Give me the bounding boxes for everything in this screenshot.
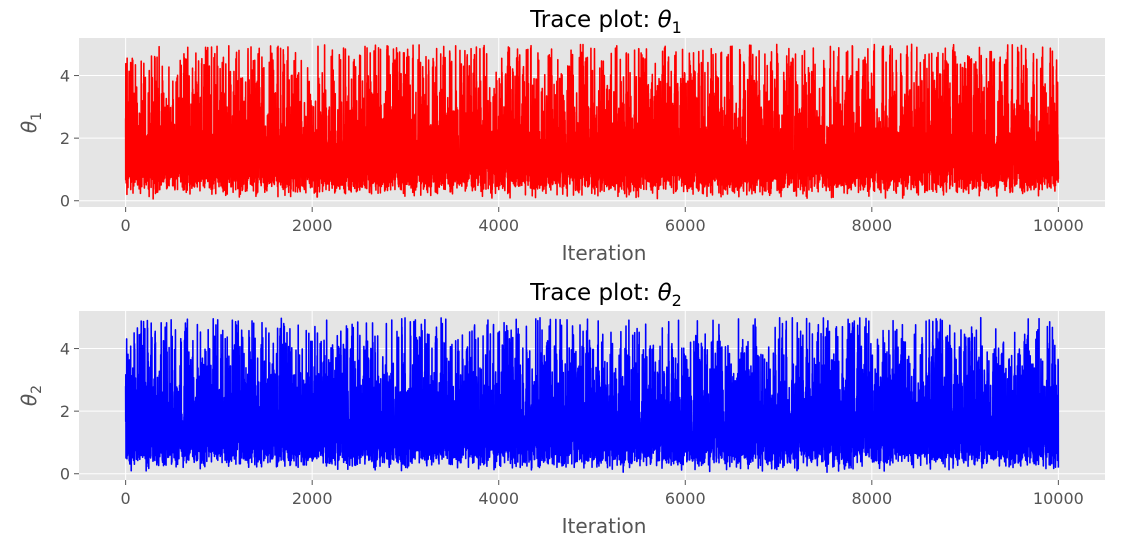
x-tick-label: 10000 <box>1033 216 1084 235</box>
chart-title-subscript: 2 <box>672 291 682 310</box>
x-tick-label: 4000 <box>478 216 519 235</box>
x-tick-label: 6000 <box>665 216 706 235</box>
chart-title: Trace plot: θ1 <box>529 7 682 37</box>
x-tick-label: 2000 <box>292 216 333 235</box>
x-tick-label: 2000 <box>292 489 333 508</box>
subplot-1: 0 2000 4000 6000 8000 10000024Iterationθ1Trac… <box>17 7 1105 265</box>
chart-title-symbol: θ <box>658 280 672 306</box>
x-tick-label: 0 <box>121 216 131 235</box>
y-axis-label: θ2 <box>17 385 45 406</box>
chart-title-subscript: 1 <box>672 18 682 37</box>
y-tick-label: 0 <box>60 192 70 211</box>
x-tick-label: 4000 <box>478 489 519 508</box>
chart-title: Trace plot: θ2 <box>529 280 682 310</box>
x-tick-label: 10000 <box>1033 489 1084 508</box>
y-axis-label: θ1 <box>17 112 45 133</box>
chart-title-symbol: θ <box>658 7 672 33</box>
y-tick-label: 0 <box>60 465 70 484</box>
y-tick-label: 2 <box>60 129 70 148</box>
chart-title-text: Trace plot: <box>529 280 657 306</box>
y-tick-label: 4 <box>60 340 70 359</box>
y-axis-label-symbol: θ <box>17 394 41 406</box>
subplot-2: 0 2000 4000 6000 8000 10000024Iterationθ2Trac… <box>17 280 1105 538</box>
y-tick-label: 4 <box>60 67 70 86</box>
y-tick-label: 2 <box>60 402 70 421</box>
x-axis-label: Iteration <box>562 514 647 538</box>
x-tick-label: 0 <box>121 489 131 508</box>
y-axis-label-symbol: θ <box>17 121 41 133</box>
y-axis-label-subscript: 2 <box>29 385 45 394</box>
x-tick-label: 8000 <box>851 216 892 235</box>
x-axis-label: Iteration <box>562 241 647 265</box>
x-tick-label: 6000 <box>665 489 706 508</box>
x-tick-label: 8000 <box>851 489 892 508</box>
trace-line <box>124 43 1060 200</box>
trace-line <box>124 316 1060 473</box>
y-axis-label-subscript: 1 <box>29 112 45 121</box>
chart-title-text: Trace plot: <box>529 7 657 33</box>
